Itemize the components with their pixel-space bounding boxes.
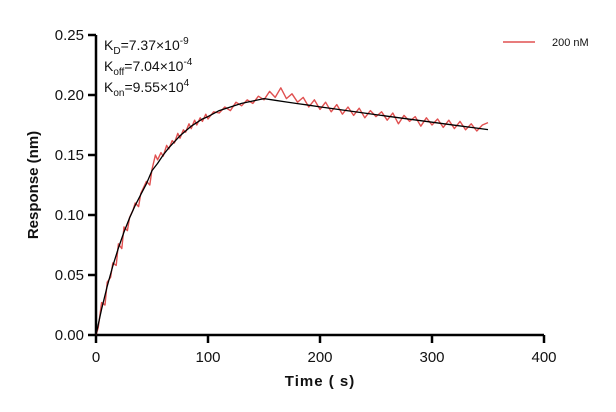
fit-curve [95,97,489,336]
annotation-kd: KD=7.37×10-9 [104,36,189,57]
y-tick-label: 0.20 [55,87,84,104]
legend-label-200nm: 200 nM [552,37,589,49]
axes: 0 100 200 300 400 0.00 0.05 0.10 0.15 0.20 0.25 [55,27,557,366]
y-tick-label: 0.00 [55,327,84,344]
y-tick-label: 0.15 [55,147,84,164]
x-tick-label: 200 [307,349,332,366]
x-tick-label: 300 [419,349,444,366]
y-tick-label: 0.25 [55,27,84,44]
series-line-200nm [95,87,489,336]
annotation-koff: Koff=7.04×10-4 [104,57,193,78]
x-tick-label: 400 [531,349,556,366]
x-tick-label: 100 [195,349,220,366]
legend: 200 nM [503,37,589,49]
plot-area [95,87,489,336]
annotation-kon: Kon=9.55×104 [104,78,190,99]
y-tick-label: 0.05 [55,267,84,284]
y-tick-label: 0.10 [55,207,84,224]
x-tick-label: 0 [92,349,100,366]
kinetic-constants: KD=7.37×10-9 Koff=7.04×10-4 Kon=9.55×104 [104,36,193,99]
x-axis-title: Time ( s) [285,373,355,390]
y-axis-title: Response (nm) [25,131,42,239]
